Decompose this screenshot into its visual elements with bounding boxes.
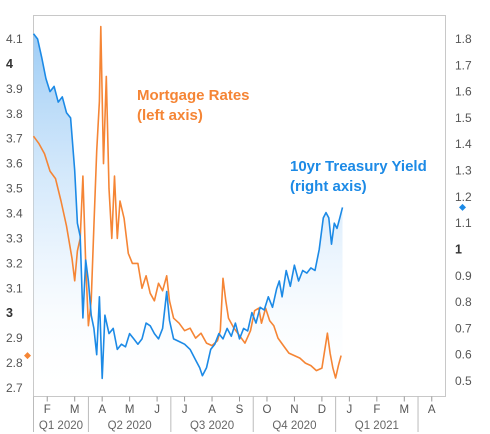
quarter-axis: Q1 2020 Q2 2020 Q3 2020 Q4 2020 Q1 2021	[33, 396, 419, 432]
month-tick-label: M	[70, 404, 80, 416]
month-tick-label: A	[428, 404, 436, 416]
right-axis-tick-label: 1.2	[455, 190, 472, 204]
right-axis-tick-label: 0.8	[455, 295, 472, 309]
month-tick-label: J	[154, 404, 160, 416]
quarter-label: Q1 2021	[355, 420, 399, 432]
right-axis-tick-label: 0.5	[455, 374, 472, 388]
month-tick-label: N	[290, 404, 298, 416]
month-tick-label: A	[98, 404, 106, 416]
left-axis-tick-label: 2.7	[6, 381, 23, 395]
month-tick-label: M	[400, 404, 410, 416]
right-axis-tick-label: 1.4	[455, 137, 472, 151]
left-axis-tick-label: 3.9	[6, 82, 23, 96]
month-tick-label: J	[182, 404, 188, 416]
month-tick-label: J	[346, 404, 352, 416]
right-axis-tick-label: 1.3	[455, 164, 472, 178]
month-tick-label: D	[318, 404, 326, 416]
left-axis-tick-label: 3	[6, 306, 13, 320]
left-axis-tick-label: 3.8	[6, 107, 23, 121]
treasury-yield-line	[32, 33, 344, 380]
treasury-last-value-marker	[459, 203, 466, 211]
quarter-label: Q3 2020	[190, 420, 234, 432]
right-axis-tick-label: 1	[455, 242, 462, 256]
month-tick-label: M	[125, 404, 135, 416]
month-tick-label: A	[208, 404, 216, 416]
month-tick-label: S	[236, 404, 244, 416]
treasury-yield-area	[33, 33, 343, 397]
left-axis: 4.1 4 3.9 3.8 3.7 3.6 3.5 3.4 3.3 3.2 3.1 3 2.9 2.8 2.…	[6, 32, 23, 395]
left-axis-tick-label: 3.7	[6, 132, 23, 146]
left-axis-tick-label: 3.6	[6, 157, 23, 171]
right-axis-tick-label: 1.6	[455, 85, 472, 99]
treasury-annotation-axis: (right axis)	[290, 178, 367, 195]
quarter-label: Q1 2020	[39, 420, 83, 432]
left-axis-tick-label: 3.1	[6, 281, 23, 295]
mortgage-rates-line	[32, 25, 342, 379]
treasury-annotation-title: 10yr Treasury Yield	[290, 158, 427, 175]
right-axis-tick-label: 1.7	[455, 58, 472, 72]
left-axis-tick-label: 2.9	[6, 331, 23, 345]
right-axis-tick-label: 1.5	[455, 111, 472, 125]
right-axis-tick-label: 0.9	[455, 269, 472, 283]
mortgage-last-value-marker	[24, 352, 31, 360]
right-axis-tick-label: 0.7	[455, 321, 472, 335]
left-axis-tick-label: 4	[6, 57, 13, 71]
quarter-label: Q4 2020	[272, 420, 316, 432]
left-axis-tick-label: 3.2	[6, 256, 23, 270]
left-axis-tick-label: 3.4	[6, 207, 23, 221]
left-axis-tick-label: 3.5	[6, 182, 23, 196]
left-axis-tick-label: 3.3	[6, 231, 23, 245]
month-tick-label: O	[262, 404, 271, 416]
month-tick-label: F	[373, 404, 380, 416]
right-axis: 1.8 1.7 1.6 1.5 1.4 1.3 1.2 1.1 1 0.9 0.8 0.7 0.6 0.5	[455, 32, 472, 388]
left-axis-tick-label: 2.8	[6, 356, 23, 370]
right-axis-tick-label: 1.8	[455, 32, 472, 46]
right-axis-tick-label: 1.1	[455, 216, 472, 230]
mortgage-annotation-title: Mortgage Rates	[137, 87, 250, 104]
month-tick-label: F	[44, 404, 51, 416]
right-axis-tick-label: 0.6	[455, 348, 472, 362]
mortgage-annotation-axis: (left axis)	[137, 107, 203, 124]
quarter-label: Q2 2020	[108, 420, 152, 432]
left-axis-tick-label: 4.1	[6, 32, 23, 46]
